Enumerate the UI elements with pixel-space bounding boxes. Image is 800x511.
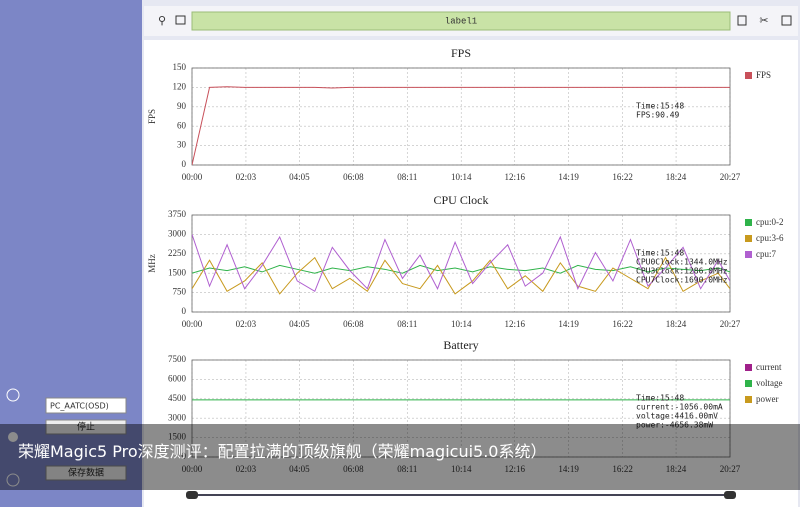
y-tick-label: 3750 (168, 209, 187, 219)
x-tick-label: 00:00 (182, 172, 203, 182)
y-tick-label: 6000 (168, 373, 187, 383)
annotation: Time:15:48 (636, 394, 684, 403)
legend-swatch (745, 396, 752, 403)
y-tick-label: 7500 (168, 354, 187, 364)
y-tick-label: 2250 (168, 248, 187, 258)
legend-label: cpu:0-2 (756, 217, 784, 227)
y-tick-label: 0 (182, 159, 187, 169)
chart-title: Battery (443, 338, 478, 352)
x-tick-label: 06:08 (343, 319, 364, 329)
cut-icon[interactable]: ✂ (759, 14, 768, 27)
legend-label: power (756, 394, 779, 404)
legend-swatch (745, 72, 752, 79)
annotation: FPS:90.49 (636, 111, 680, 120)
x-tick-label: 04:05 (289, 172, 310, 182)
scroll-handle-right[interactable] (724, 491, 736, 499)
annotation: Time:15:48 (636, 102, 684, 111)
x-tick-label: 12:16 (504, 172, 525, 182)
x-tick-label: 10:14 (451, 319, 472, 329)
legend-label: voltage (756, 378, 783, 388)
y-tick-label: 60 (177, 120, 187, 130)
caption: 荣耀Magic5 Pro深度测评：配置拉满的顶级旗舰（荣耀magicui5.0系… (0, 424, 800, 490)
annotation: current:-1056.00mA (636, 403, 723, 412)
legend-label: cpu:7 (756, 249, 776, 259)
y-tick-label: 150 (173, 62, 187, 72)
y-tick-label: 750 (173, 287, 187, 297)
x-tick-label: 18:24 (666, 319, 687, 329)
x-tick-label: 14:19 (558, 319, 579, 329)
x-tick-label: 18:24 (666, 172, 687, 182)
annotation: CPU0Clock:1344.0MHz (636, 258, 728, 267)
legend-swatch (745, 235, 752, 242)
y-axis-label: FPS (147, 109, 157, 124)
annotation: voltage:4416.00mV (636, 412, 718, 421)
annotation: CPU7Clock:1690.0MHz (636, 276, 728, 285)
legend-swatch (745, 380, 752, 387)
y-tick-label: 90 (177, 101, 187, 111)
legend-swatch (745, 251, 752, 258)
y-tick-label: 120 (173, 81, 187, 91)
y-tick-label: 0 (182, 306, 187, 316)
scroll-handle-left[interactable] (186, 491, 198, 499)
x-tick-label: 14:19 (558, 172, 579, 182)
legend-label: cpu:3-6 (756, 233, 784, 243)
x-tick-label: 20:27 (720, 319, 741, 329)
y-axis-label: MHz (147, 254, 157, 273)
y-tick-label: 3000 (168, 228, 187, 238)
x-tick-label: 20:27 (720, 172, 741, 182)
legend-label: current (756, 362, 782, 372)
x-tick-label: 08:11 (397, 172, 417, 182)
legend-swatch (745, 219, 752, 226)
user-icon[interactable]: ⚲ (158, 14, 166, 27)
y-tick-label: 3000 (168, 412, 187, 422)
chart-title: CPU Clock (433, 193, 488, 207)
legend-swatch (745, 364, 752, 371)
x-tick-label: 08:11 (397, 319, 417, 329)
x-tick-label: 16:22 (612, 172, 633, 182)
dropdown-text: PC_AATC(OSD) (50, 402, 109, 411)
legend-label: FPS (756, 70, 771, 80)
y-tick-label: 1500 (168, 267, 187, 277)
annotation: CPU3Clock:1286.0MHz (636, 267, 728, 276)
x-tick-label: 02:03 (236, 172, 257, 182)
x-tick-label: 00:00 (182, 319, 203, 329)
label-text: label1 (445, 16, 477, 26)
x-tick-label: 16:22 (612, 319, 633, 329)
x-tick-label: 02:03 (236, 319, 257, 329)
y-tick-label: 4500 (168, 393, 187, 403)
y-tick-label: 30 (177, 140, 187, 150)
chart-title: FPS (451, 46, 471, 60)
x-tick-label: 04:05 (289, 319, 310, 329)
annotation: Time:15:48 (636, 249, 684, 258)
x-tick-label: 10:14 (451, 172, 472, 182)
x-tick-label: 12:16 (504, 319, 525, 329)
x-tick-label: 06:08 (343, 172, 364, 182)
